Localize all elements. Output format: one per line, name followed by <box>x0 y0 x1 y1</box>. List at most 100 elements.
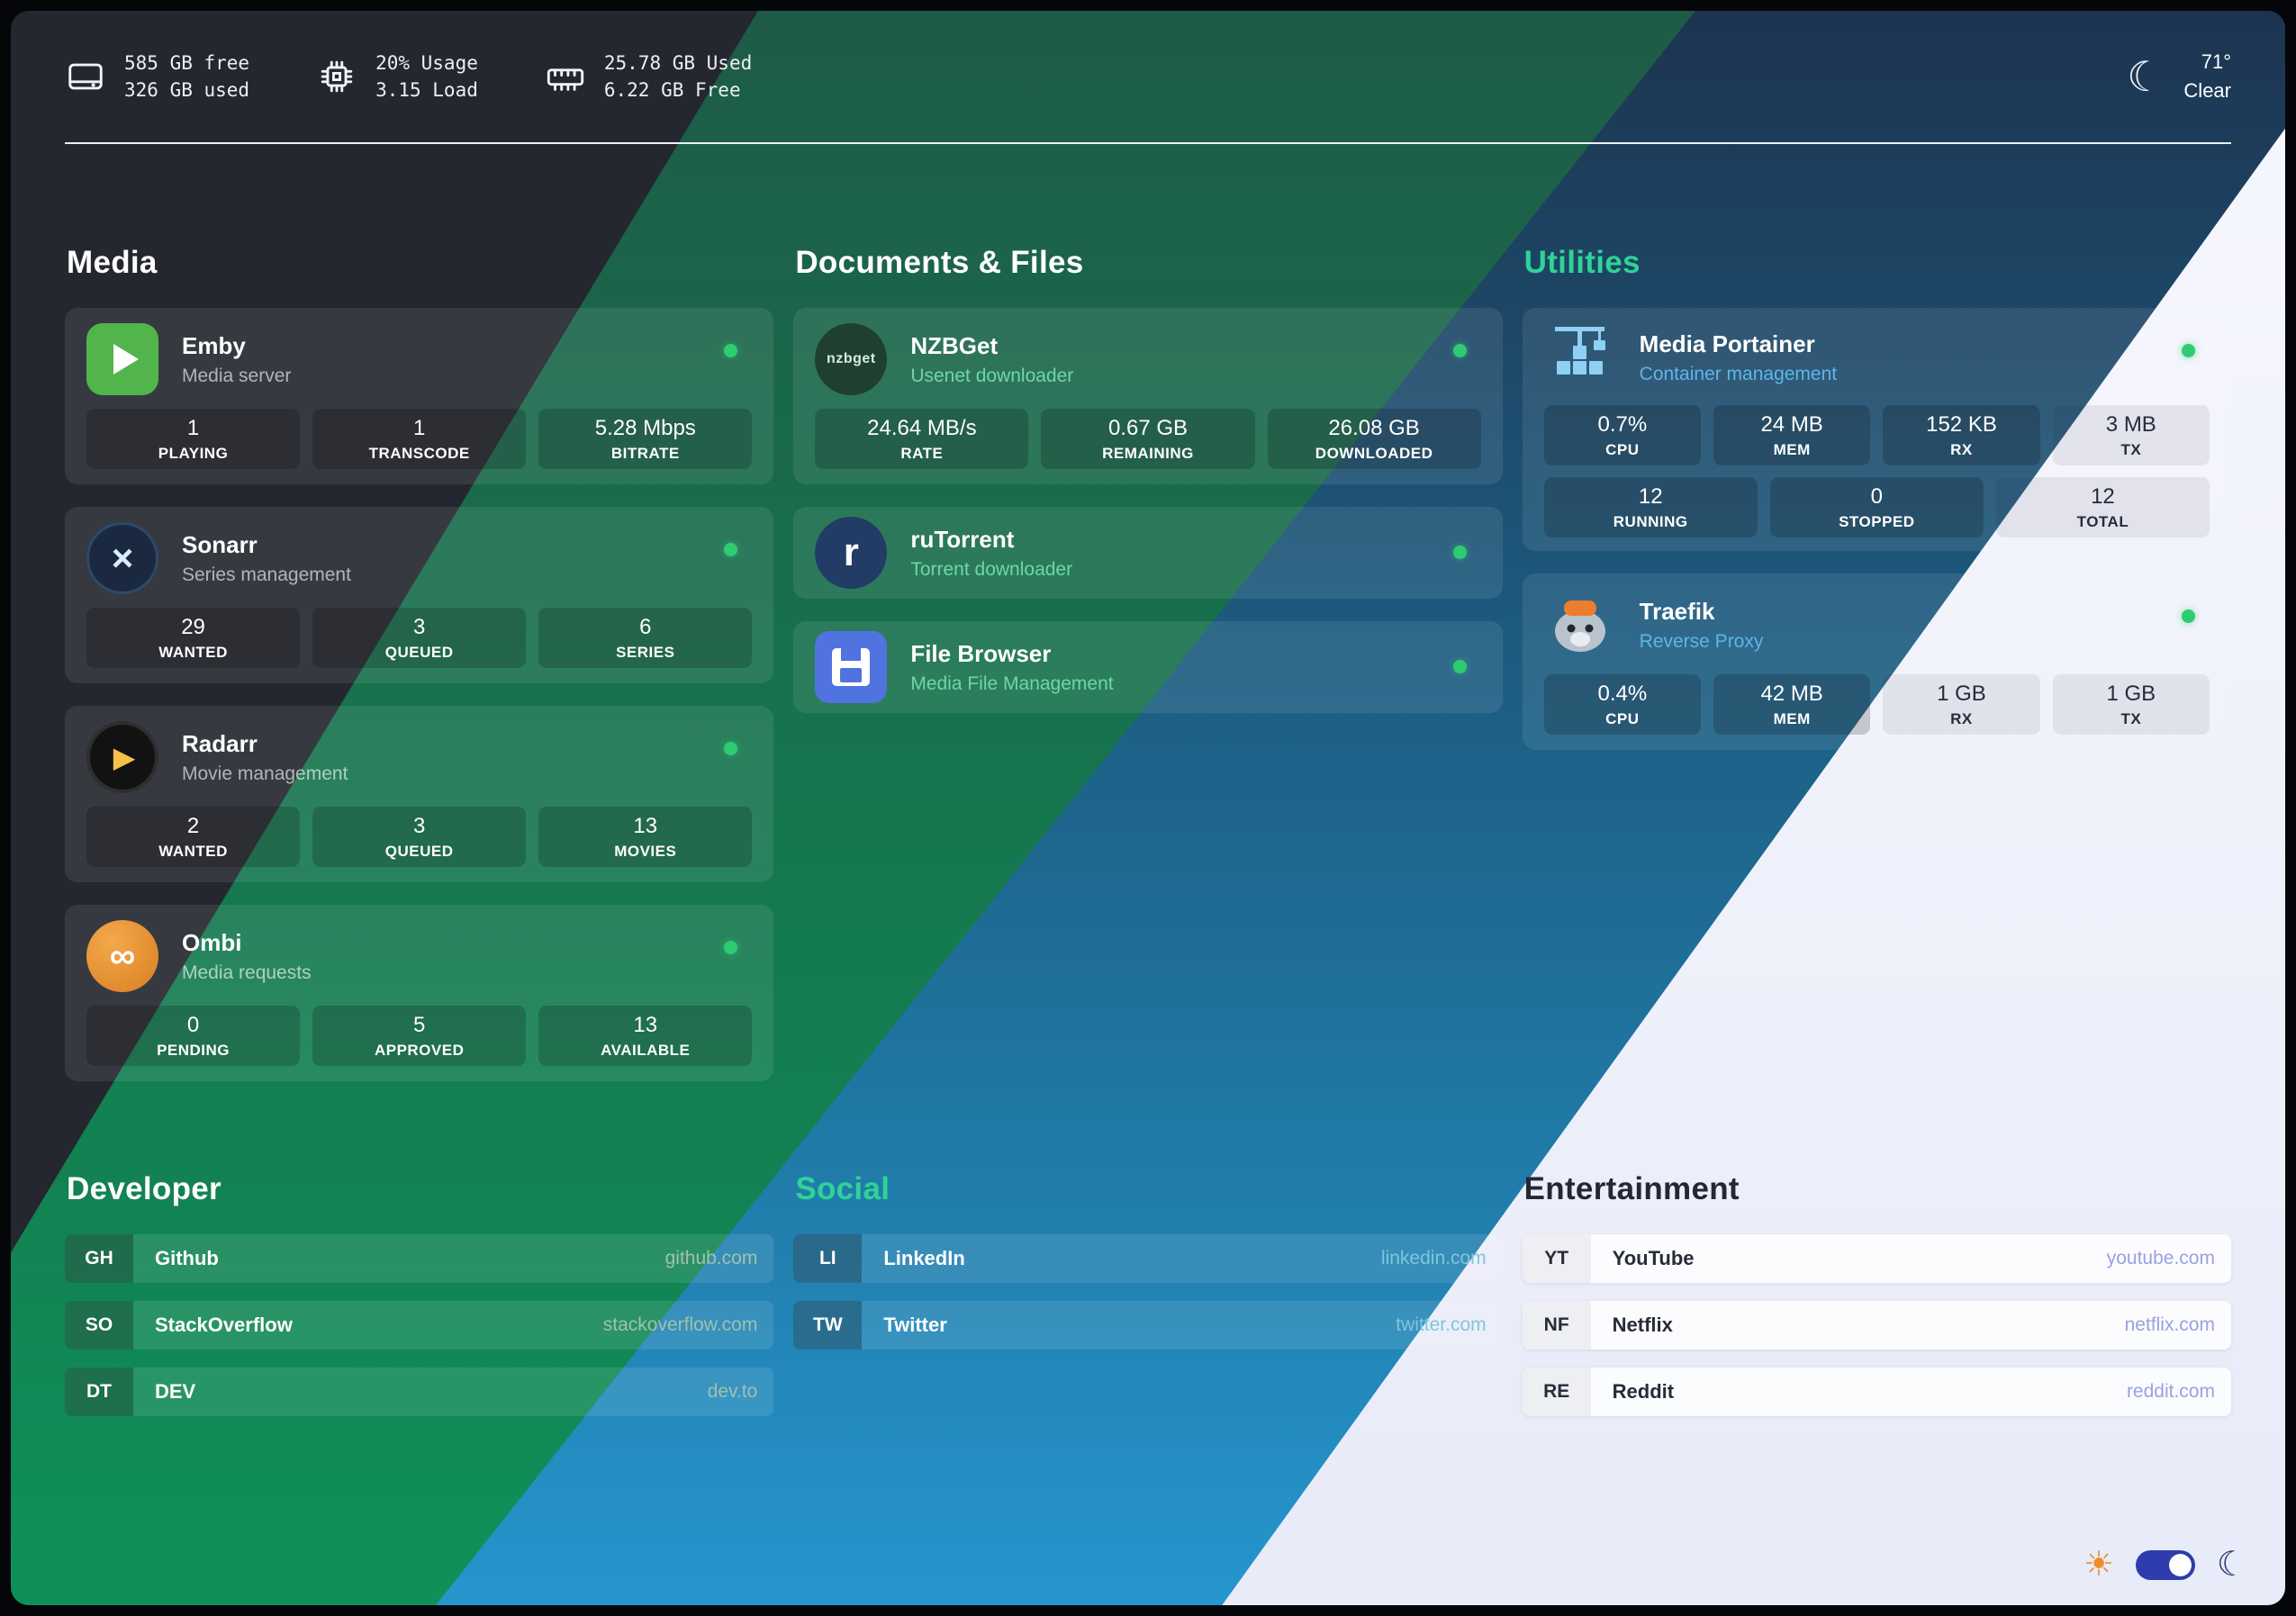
sonarr-icon: × <box>86 522 158 594</box>
section-entertainment: Entertainment YT YouTube youtube.com NF … <box>1522 1171 2231 1434</box>
section-social: Social LI LinkedIn linkedin.com TW Twitt… <box>793 1171 1503 1368</box>
bookmark-name: Twitter <box>883 1314 947 1336</box>
status-dot <box>724 941 738 954</box>
status-dot <box>724 543 738 556</box>
bookmark-name: Github <box>155 1247 219 1269</box>
stat-box: 29 WANTED <box>86 608 301 668</box>
card-subtitle: Torrent downloader <box>910 558 1073 580</box>
service-card-filebrowser[interactable]: File Browser Media File Management <box>793 621 1503 713</box>
stat-box: 13 MOVIES <box>538 807 753 867</box>
status-dot <box>1452 344 1467 357</box>
card-subtitle: Media requests <box>182 961 312 983</box>
memory-usage-group: 25.78 GB Used 6.22 GB Free <box>545 50 752 104</box>
bookmark-url: twitter.com <box>1396 1314 1487 1335</box>
stat-box: 0 PENDING <box>86 1006 301 1066</box>
card-title: File Browser <box>910 639 1052 667</box>
bookmark-netflix[interactable]: NF Netflix netflix.com <box>1522 1301 2231 1350</box>
bookmark-name: DEV <box>155 1380 196 1403</box>
service-card-sonarr[interactable]: × Sonarr Series management 29 WANTED 3 QUE… <box>65 507 774 683</box>
theme-toggle-switch[interactable] <box>2135 1549 2195 1580</box>
cpu-usage-group: 20% Usage 3.15 Load <box>316 50 478 104</box>
service-card-traefik[interactable]: Traefik Reverse Proxy 0.4% CPU 42 MB MEM 1… <box>1522 573 2231 750</box>
service-card-radarr[interactable]: ▶ Radarr Movie management 2 WANTED 3 QUEUE… <box>65 706 774 882</box>
section-developer: Developer GH Github github.com SO StackO… <box>65 1171 774 1434</box>
bookmark-abbr: DT <box>65 1368 133 1416</box>
status-dot <box>724 344 738 357</box>
bookmark-stackoverflow[interactable]: SO StackOverflow stackoverflow.com <box>65 1301 774 1350</box>
moon-clear-icon: ☾ <box>2127 53 2165 100</box>
bookmark-url: stackoverflow.com <box>602 1314 758 1335</box>
bookmark-abbr: RE <box>1522 1368 1591 1416</box>
section-title-developer: Developer <box>67 1171 221 1206</box>
stat-box: 0 STOPPED <box>1769 477 1984 537</box>
light-theme-sun-icon[interactable]: ☀ <box>2083 1546 2114 1584</box>
rutorrent-icon: r <box>815 517 888 589</box>
bookmark-github[interactable]: GH Github github.com <box>65 1234 774 1283</box>
card-title: Ombi <box>182 928 242 956</box>
bookmark-dev[interactable]: DT DEV dev.to <box>65 1368 774 1416</box>
bookmark-name: LinkedIn <box>883 1247 965 1269</box>
cpu-icon <box>316 56 357 97</box>
status-dot <box>1452 546 1467 559</box>
service-card-emby[interactable]: Emby Media server 1 PLAYING 1 TRANSCODE 5.… <box>65 308 774 484</box>
bookmark-abbr: SO <box>65 1301 133 1350</box>
stat-box: 12 TOTAL <box>1995 477 2210 537</box>
card-subtitle: Media server <box>182 365 292 386</box>
bookmark-url: reddit.com <box>2126 1381 2215 1402</box>
stat-box: 5 APPROVED <box>312 1006 527 1066</box>
weather-condition: Clear <box>2183 79 2231 102</box>
service-card-rutorrent[interactable]: r ruTorrent Torrent downloader <box>793 507 1503 599</box>
section-title-media: Media <box>67 245 158 280</box>
status-dot <box>724 742 738 755</box>
card-title: Media Portainer <box>1639 330 1815 357</box>
service-card-ombi[interactable]: ∞ Ombi Media requests 0 PENDING 5 APPROVED… <box>65 905 774 1081</box>
status-dot <box>2181 344 2195 357</box>
bookmark-name: Netflix <box>1612 1314 1673 1336</box>
traefik-icon <box>1544 589 1616 661</box>
bookmark-url: youtube.com <box>2106 1248 2215 1268</box>
disk-usage-group: 585 GB free 326 GB used <box>65 50 249 104</box>
section-documents: Documents & Files nzbget NZBGet Usenet d… <box>793 245 1503 713</box>
toggle-knob <box>2168 1553 2192 1576</box>
ram-icon <box>545 56 586 97</box>
card-subtitle: Reverse Proxy <box>1639 630 1764 652</box>
card-title: NZBGet <box>910 331 999 359</box>
stat-box: 3 MB TX <box>2052 405 2210 465</box>
card-subtitle: Container management <box>1639 363 1838 384</box>
stat-box: 42 MB MEM <box>1713 674 1871 735</box>
service-card-nzbget[interactable]: nzbget NZBGet Usenet downloader 24.64 MB… <box>793 308 1503 484</box>
bookmark-url: linkedin.com <box>1380 1248 1487 1268</box>
bookmark-name: StackOverflow <box>155 1314 293 1336</box>
bookmark-twitter[interactable]: TW Twitter twitter.com <box>793 1301 1503 1350</box>
bookmark-name: YouTube <box>1612 1247 1695 1269</box>
section-utilities: Utilities Media Portainer Container mana… <box>1522 245 2231 750</box>
bookmark-linkedin[interactable]: LI LinkedIn linkedin.com <box>793 1234 1503 1283</box>
system-status-bar: 585 GB free 326 GB used 20% Usage 3.15 L… <box>65 11 2231 144</box>
memory-usage-text: 25.78 GB Used 6.22 GB Free <box>603 51 753 101</box>
stat-box: 13 AVAILABLE <box>538 1006 753 1066</box>
bookmark-url: netflix.com <box>2124 1314 2215 1335</box>
bookmark-url: github.com <box>664 1248 758 1268</box>
stat-box: 24 MB MEM <box>1713 405 1871 465</box>
card-title: Radarr <box>182 729 258 757</box>
bookmark-youtube[interactable]: YT YouTube youtube.com <box>1522 1234 2231 1283</box>
service-card-portainer[interactable]: Media Portainer Container management 0.7… <box>1522 308 2231 551</box>
stat-box: 3 QUEUED <box>312 807 527 867</box>
card-subtitle: Usenet downloader <box>910 365 1074 386</box>
status-dot <box>1452 660 1467 673</box>
cpu-usage-text: 20% Usage 3.15 Load <box>375 51 478 101</box>
stat-box: 3 QUEUED <box>312 608 527 668</box>
emby-icon <box>86 323 158 395</box>
dark-theme-moon-icon[interactable]: ☾ <box>2216 1546 2247 1584</box>
weather-widget: ☾ 71° Clear <box>2127 48 2231 105</box>
section-title-documents: Documents & Files <box>795 245 1084 280</box>
stat-box: 26.08 GB DOWNLOADED <box>1267 409 1481 469</box>
stat-box: 152 KB RX <box>1883 405 2040 465</box>
bookmark-name: Reddit <box>1612 1380 1675 1403</box>
card-subtitle: Media File Management <box>910 673 1114 694</box>
stat-box: 1 GB TX <box>2052 674 2210 735</box>
stat-box: 12 RUNNING <box>1543 477 1758 537</box>
card-subtitle: Series management <box>182 564 351 585</box>
bookmark-reddit[interactable]: RE Reddit reddit.com <box>1522 1368 2231 1416</box>
stat-box: 0.67 GB REMAINING <box>1041 409 1255 469</box>
